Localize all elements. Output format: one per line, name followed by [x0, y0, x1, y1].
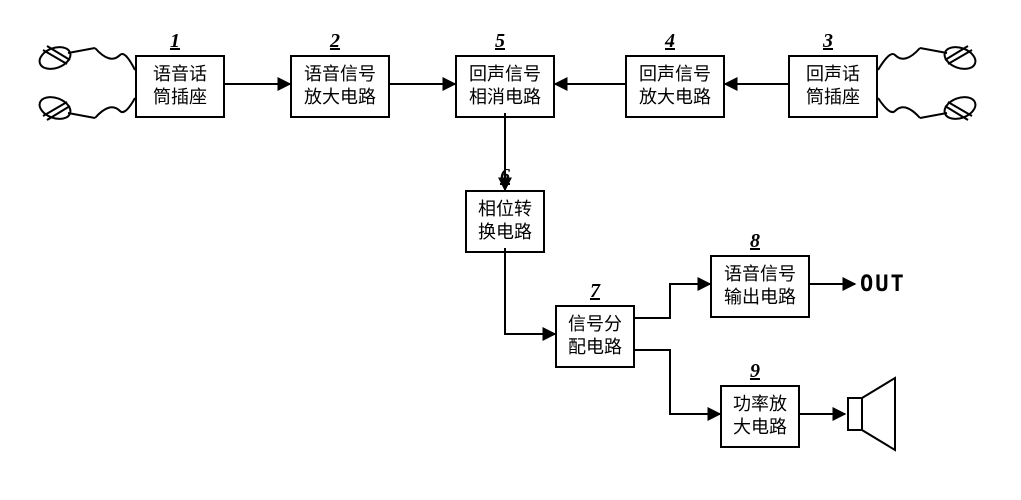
block-1: 语音话 筒插座 — [135, 55, 225, 118]
block-diagram: 1 语音话 筒插座 2 语音信号 放大电路 5 回声信号 相消电路 4 回声信号… — [0, 0, 1021, 500]
block-3-line2: 筒插座 — [794, 86, 872, 109]
block-2-number: 2 — [330, 30, 340, 53]
block-7: 信号分 配电路 — [555, 305, 635, 368]
edge-7-9 — [635, 350, 720, 414]
block-4: 回声信号 放大电路 — [625, 55, 725, 118]
block-9-number: 9 — [750, 360, 760, 383]
block-4-number: 4 — [665, 30, 675, 53]
block-7-number: 7 — [590, 280, 600, 303]
out-label: OUT — [860, 272, 906, 297]
mic-right-bottom-icon — [878, 93, 978, 123]
block-6-line2: 换电路 — [471, 221, 539, 244]
block-5-line1: 回声信号 — [461, 63, 549, 86]
speaker-icon — [848, 378, 895, 450]
mic-left-top-icon — [37, 43, 135, 73]
block-5-line2: 相消电路 — [461, 86, 549, 109]
block-2: 语音信号 放大电路 — [290, 55, 390, 118]
block-6-number: 6 — [500, 165, 510, 188]
mic-left-bottom-icon — [37, 93, 135, 123]
block-6: 相位转 换电路 — [465, 190, 545, 253]
block-8-number: 8 — [750, 230, 760, 253]
block-9: 功率放 大电路 — [720, 385, 800, 448]
block-9-line1: 功率放 — [726, 393, 794, 416]
mic-right-top-icon — [878, 43, 978, 73]
block-4-line2: 放大电路 — [631, 86, 719, 109]
block-3: 回声话 筒插座 — [788, 55, 878, 118]
block-8-line2: 输出电路 — [716, 286, 804, 309]
block-5: 回声信号 相消电路 — [455, 55, 555, 118]
block-2-line2: 放大电路 — [296, 86, 384, 109]
edge-7-8 — [635, 284, 710, 318]
block-5-number: 5 — [495, 30, 505, 53]
block-3-number: 3 — [823, 30, 833, 53]
block-3-line1: 回声话 — [794, 63, 872, 86]
block-6-line1: 相位转 — [471, 198, 539, 221]
block-7-line1: 信号分 — [561, 313, 629, 336]
edge-6-7 — [505, 248, 555, 334]
block-1-number: 1 — [170, 30, 180, 53]
block-1-line1: 语音话 — [141, 63, 219, 86]
block-1-line2: 筒插座 — [141, 86, 219, 109]
block-9-line2: 大电路 — [726, 416, 794, 439]
block-7-line2: 配电路 — [561, 336, 629, 359]
block-2-line1: 语音信号 — [296, 63, 384, 86]
block-8: 语音信号 输出电路 — [710, 255, 810, 318]
block-8-line1: 语音信号 — [716, 263, 804, 286]
block-4-line1: 回声信号 — [631, 63, 719, 86]
